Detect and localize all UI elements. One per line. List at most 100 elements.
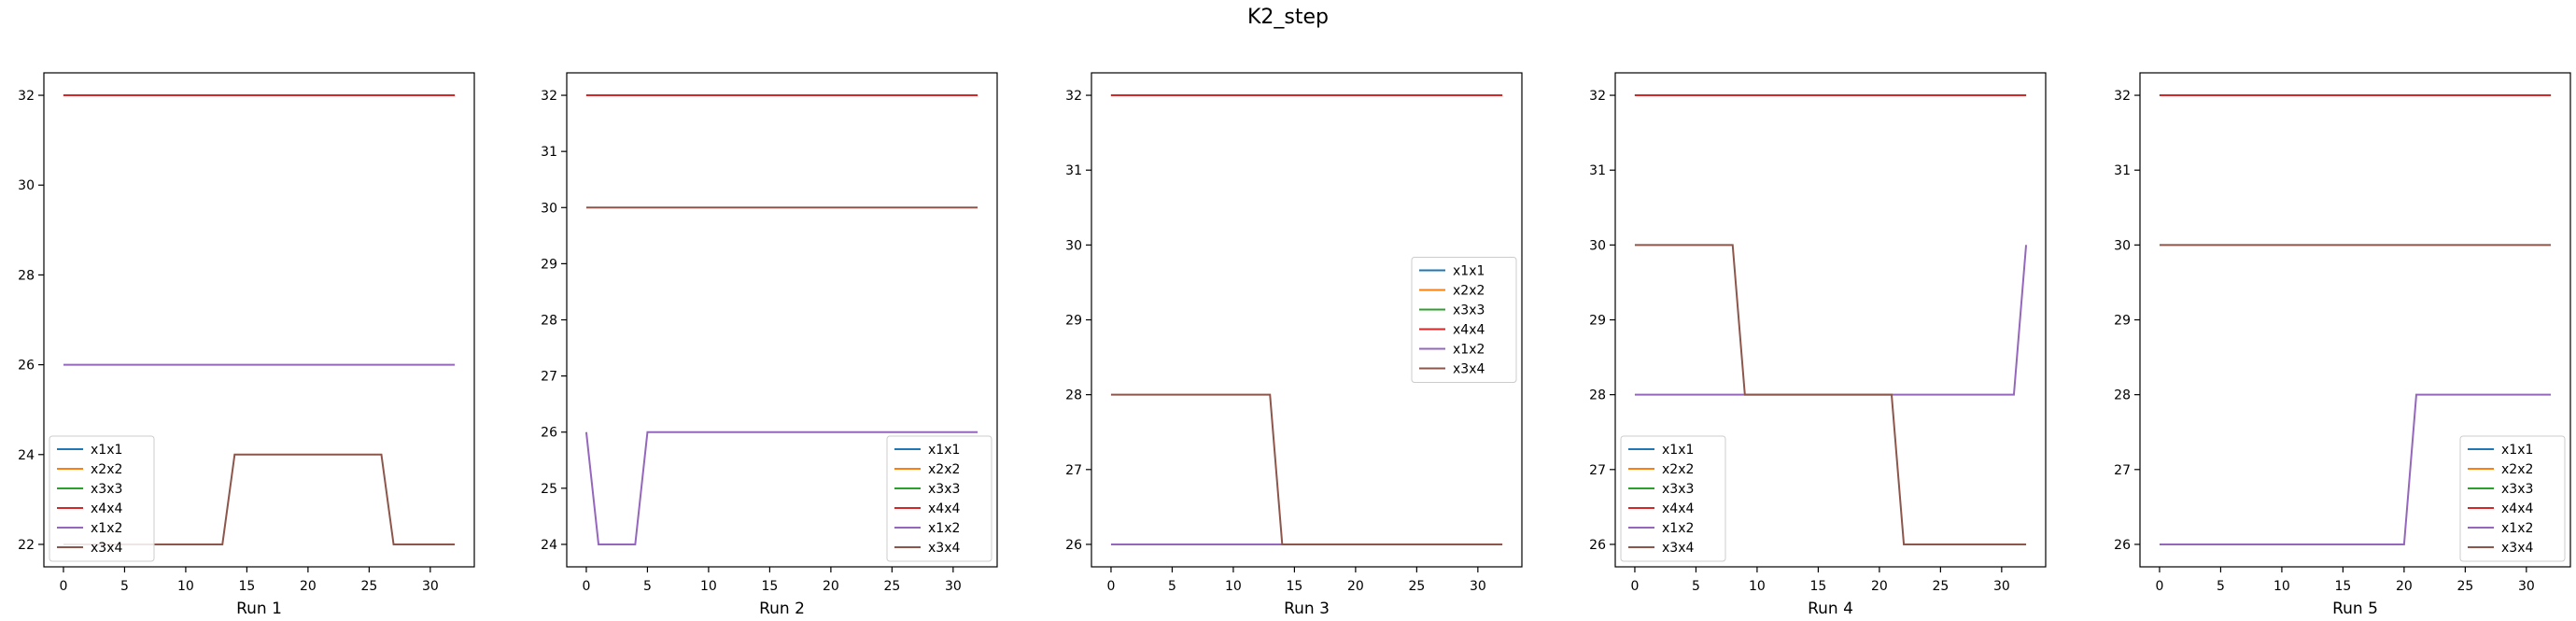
legend-box (2459, 435, 2566, 562)
series-line-x3x4 (1634, 244, 2027, 545)
y-tick-label: 27 (1065, 463, 1082, 478)
x-tick-label: 0 (2155, 579, 2163, 594)
x-tick-label: 20 (2396, 579, 2413, 594)
y-tick-label: 27 (541, 370, 557, 385)
y-tick-label: 30 (2114, 238, 2131, 253)
y-tick-label: 32 (1589, 89, 1606, 104)
legend-entry-x1x1: x1x1 (91, 443, 122, 458)
y-tick-label: 28 (18, 268, 35, 283)
y-tick-label: 28 (541, 314, 557, 329)
legend-entry-x1x2: x1x2 (1453, 343, 1485, 358)
x-tick-label: 5 (2217, 579, 2225, 594)
y-tick-label: 32 (1065, 89, 1082, 104)
legend-entry-x4x4: x4x4 (1662, 501, 1694, 516)
y-tick-label: 31 (1589, 163, 1606, 178)
x-tick-label: 10 (2273, 579, 2290, 594)
legend-entry-x4x4: x4x4 (928, 501, 960, 516)
legend-entry-x3x3: x3x3 (928, 482, 960, 497)
y-tick-label: 31 (541, 145, 557, 160)
x-tick-label: 10 (700, 579, 717, 594)
x-axis-label: Run 4 (1808, 600, 1853, 618)
x-tick-label: 0 (1106, 579, 1115, 594)
y-tick-label: 32 (541, 89, 557, 104)
x-tick-label: 30 (2518, 579, 2535, 594)
legend-entry-x3x3: x3x3 (91, 482, 122, 497)
legend: x1x1 x2x2 x3x3 x4x4 x1x2 x3x4 (1411, 257, 1517, 383)
legend-entry-x1x1: x1x1 (928, 443, 960, 458)
x-tick-label: 30 (422, 579, 439, 594)
legend-entry-x2x2: x2x2 (91, 462, 122, 477)
y-tick-label: 28 (1065, 388, 1082, 403)
chart-panel-1: 0 5 10 15 20 25 30 22 24 26 28 30 32 Run 1 x1x1 x2x2 x3x… (18, 72, 475, 618)
x-tick-label: 25 (1408, 579, 1425, 594)
legend-entry-x3x4: x3x4 (1453, 362, 1485, 377)
y-tick-label: 29 (1589, 314, 1606, 329)
x-tick-label: 15 (1286, 579, 1302, 594)
legend-entry-x1x1: x1x1 (2501, 443, 2533, 458)
y-tick-label: 30 (541, 201, 557, 216)
x-tick-label: 15 (1809, 579, 1826, 594)
figure-title: K2_step (1246, 6, 1329, 29)
series-line-x1x2 (1634, 245, 2028, 396)
y-tick-label: 25 (541, 482, 557, 497)
legend: x1x1 x2x2 x3x3 x4x4 x1x2 x3x4 (49, 435, 155, 562)
x-axis-label: Run 2 (759, 600, 805, 618)
legend-entry-x3x4: x3x4 (91, 541, 122, 556)
legend-entry-x3x3: x3x3 (2501, 482, 2533, 497)
y-tick-label: 28 (1589, 388, 1606, 403)
x-tick-label: 25 (883, 579, 900, 594)
legend: x1x1 x2x2 x3x3 x4x4 x1x2 x3x4 (886, 435, 992, 562)
x-tick-label: 5 (1692, 579, 1700, 594)
y-tick-label: 27 (2114, 463, 2131, 478)
y-tick-label: 29 (541, 257, 557, 272)
y-tick-label: 26 (18, 359, 35, 374)
x-tick-label: 10 (1749, 579, 1766, 594)
y-tick-label: 31 (2114, 163, 2131, 178)
legend-entry-x4x4: x4x4 (91, 501, 122, 516)
legend-entry-x3x3: x3x3 (1662, 482, 1694, 497)
legend-entry-x2x2: x2x2 (1453, 284, 1485, 299)
x-tick-label: 30 (1993, 579, 2010, 594)
y-tick-label: 32 (18, 89, 35, 104)
x-tick-label: 25 (2456, 579, 2473, 594)
x-tick-label: 5 (643, 579, 652, 594)
x-tick-label: 20 (300, 579, 317, 594)
y-tick-label: 22 (18, 538, 35, 553)
x-tick-label: 15 (2334, 579, 2351, 594)
x-tick-label: 30 (1470, 579, 1486, 594)
legend-entry-x3x4: x3x4 (928, 541, 960, 556)
series-line-x3x4 (1110, 393, 1503, 545)
legend-entry-x1x1: x1x1 (1662, 443, 1694, 458)
y-tick-label: 30 (18, 178, 35, 193)
y-tick-label: 26 (2114, 538, 2131, 553)
x-axis-label: Run 5 (2332, 600, 2378, 618)
x-tick-label: 20 (1871, 579, 1888, 594)
y-tick-label: 30 (1589, 238, 1606, 253)
y-tick-label: 29 (2114, 314, 2131, 329)
legend-entry-x4x4: x4x4 (2501, 501, 2533, 516)
y-tick-label: 24 (18, 448, 35, 463)
x-tick-label: 25 (360, 579, 377, 594)
legend-entry-x2x2: x2x2 (2501, 462, 2533, 477)
x-axis-label: Run 1 (236, 600, 282, 618)
legend-entry-x1x2: x1x2 (928, 521, 960, 536)
legend-box (1620, 435, 1726, 562)
legend-box (1411, 257, 1517, 383)
legend-entry-x3x3: x3x3 (1453, 303, 1485, 318)
x-axis-label: Run 3 (1284, 600, 1330, 618)
y-tick-label: 30 (1065, 238, 1082, 253)
legend-entry-x4x4: x4x4 (1453, 323, 1485, 338)
legend-entry-x3x4: x3x4 (2501, 541, 2533, 556)
x-tick-label: 30 (945, 579, 962, 594)
legend-entry-x1x2: x1x2 (1662, 521, 1694, 536)
legend-entry-x2x2: x2x2 (928, 462, 960, 477)
series-line-x1x2 (584, 430, 978, 545)
y-tick-label: 31 (1065, 163, 1082, 178)
y-tick-label: 32 (2114, 89, 2131, 104)
x-tick-label: 0 (59, 579, 67, 594)
x-tick-label: 25 (1932, 579, 1949, 594)
